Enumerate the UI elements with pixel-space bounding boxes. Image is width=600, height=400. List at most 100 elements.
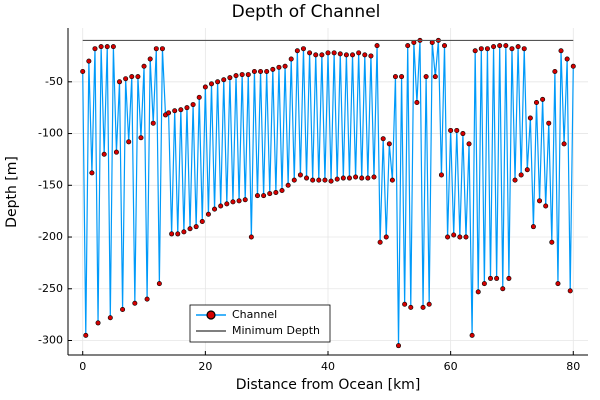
marker	[567, 288, 573, 294]
marker	[350, 52, 356, 58]
y-tick-label: -250	[38, 282, 63, 295]
marker	[466, 141, 472, 147]
marker	[245, 72, 251, 78]
marker	[156, 281, 162, 287]
marker	[451, 232, 457, 238]
marker	[457, 234, 463, 240]
marker	[199, 219, 205, 225]
marker	[159, 46, 165, 52]
marker	[546, 120, 552, 126]
marker	[343, 52, 349, 58]
marker	[356, 50, 362, 56]
marker	[153, 46, 159, 52]
marker	[448, 127, 454, 133]
legend-label: Minimum Depth	[232, 324, 320, 337]
marker	[497, 43, 503, 49]
marker	[460, 131, 466, 137]
marker	[233, 73, 239, 79]
marker	[334, 176, 340, 182]
marker	[540, 96, 546, 102]
marker	[319, 52, 325, 58]
marker	[396, 343, 402, 349]
marker	[218, 203, 224, 209]
marker	[126, 139, 132, 145]
marker	[472, 48, 478, 54]
marker	[150, 120, 156, 126]
x-tick-label: 80	[566, 360, 580, 373]
marker	[166, 110, 172, 116]
marker	[92, 46, 98, 52]
marker	[80, 68, 86, 74]
y-tick-label: -200	[38, 230, 63, 243]
marker	[285, 182, 291, 188]
marker	[487, 275, 493, 281]
x-tick-label: 0	[79, 360, 86, 373]
marker	[215, 79, 221, 85]
marker	[408, 304, 414, 310]
marker	[503, 43, 509, 49]
marker	[328, 178, 334, 184]
marker	[175, 231, 181, 237]
marker	[135, 74, 141, 80]
marker	[365, 175, 371, 181]
marker	[533, 100, 539, 106]
marker	[227, 75, 233, 81]
marker	[138, 135, 144, 141]
marker	[405, 43, 411, 49]
marker	[291, 177, 297, 183]
marker	[267, 191, 273, 197]
marker	[98, 44, 104, 50]
marker	[399, 74, 405, 80]
marker	[530, 224, 536, 230]
marker	[190, 102, 196, 108]
marker	[515, 44, 521, 50]
marker	[484, 46, 490, 52]
marker	[509, 46, 515, 52]
marker	[380, 136, 386, 142]
marker	[248, 234, 254, 240]
marker	[101, 151, 107, 157]
marker	[208, 81, 214, 87]
x-tick-label: 40	[321, 360, 335, 373]
marker	[432, 74, 438, 80]
marker	[141, 63, 147, 69]
marker	[270, 66, 276, 72]
marker	[169, 231, 175, 237]
marker	[297, 172, 303, 178]
marker	[402, 301, 408, 307]
marker	[518, 172, 524, 178]
marker	[261, 193, 267, 199]
marker	[117, 79, 123, 85]
marker	[120, 306, 126, 312]
marker	[564, 56, 570, 62]
marker	[426, 301, 432, 307]
marker	[89, 170, 95, 176]
marker	[340, 175, 346, 181]
marker	[212, 206, 218, 212]
marker	[172, 108, 178, 114]
y-tick-label: -300	[38, 334, 63, 347]
marker	[442, 43, 448, 49]
marker	[527, 115, 533, 121]
marker	[230, 199, 236, 205]
marker	[123, 76, 129, 82]
marker	[276, 64, 282, 70]
marker	[331, 50, 337, 56]
legend-marker	[206, 310, 216, 320]
marker	[561, 141, 567, 147]
marker	[543, 203, 549, 209]
marker	[221, 77, 227, 83]
marker	[294, 48, 300, 54]
marker	[113, 149, 119, 155]
marker	[193, 224, 199, 230]
marker	[386, 141, 392, 147]
y-tick-label: -150	[38, 178, 63, 191]
marker	[316, 177, 322, 183]
marker	[279, 187, 285, 193]
marker	[184, 105, 190, 111]
marker	[282, 63, 288, 69]
marker	[414, 100, 420, 106]
marker	[224, 201, 230, 207]
marker	[506, 275, 512, 281]
marker	[346, 175, 352, 181]
